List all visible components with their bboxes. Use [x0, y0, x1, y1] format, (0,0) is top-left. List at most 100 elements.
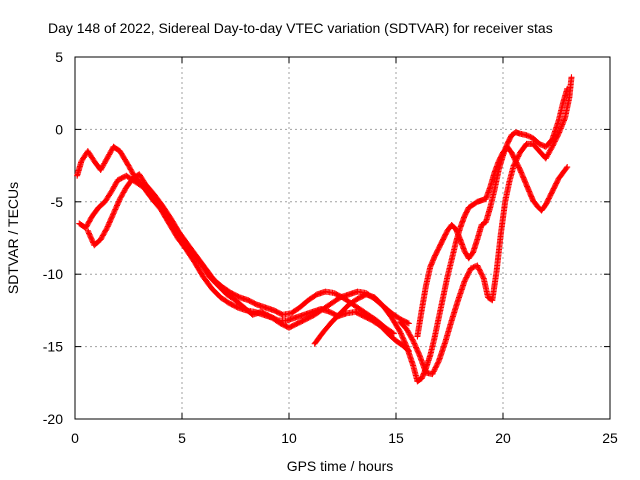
data-point-marker — [105, 152, 112, 159]
data-point-marker — [430, 368, 437, 375]
data-point-marker — [101, 228, 108, 235]
data-point-marker — [538, 142, 545, 149]
data-point-marker — [111, 207, 118, 214]
data-point-marker — [568, 74, 575, 81]
data-point-marker — [544, 152, 551, 159]
data-point-marker — [104, 155, 111, 162]
data-point-marker — [112, 180, 119, 187]
data-point-marker — [411, 340, 418, 347]
data-point-marker — [477, 269, 484, 276]
data-point-marker — [390, 330, 397, 337]
y-tick-label: -20 — [43, 411, 63, 427]
data-point-marker — [403, 342, 410, 349]
data-point-marker — [513, 156, 520, 163]
data-point-marker — [548, 145, 555, 152]
data-point-marker — [399, 333, 406, 340]
data-series — [397, 74, 575, 378]
data-point-marker — [547, 146, 554, 153]
data-point-marker — [474, 262, 481, 269]
data-point-marker — [526, 133, 533, 140]
data-point-marker — [549, 142, 556, 149]
grid — [75, 57, 610, 419]
data-point-marker — [434, 360, 441, 367]
data-point-marker — [465, 269, 472, 276]
data-point-marker — [512, 158, 519, 165]
data-point-marker — [111, 209, 118, 216]
data-point-marker — [119, 190, 126, 197]
data-point-marker — [112, 206, 119, 213]
data-point-marker — [97, 166, 104, 173]
x-tick-label: 25 — [602, 430, 618, 446]
data-point-marker — [103, 156, 110, 163]
data-point-marker — [433, 361, 440, 368]
data-point-marker — [544, 151, 551, 158]
data-point-marker — [88, 235, 95, 242]
data-point-marker — [99, 232, 106, 239]
data-point-marker — [105, 222, 112, 229]
data-point-marker — [478, 270, 485, 277]
data-point-marker — [101, 159, 108, 166]
data-point-marker — [430, 369, 437, 376]
data-point-marker — [474, 263, 481, 270]
data-point-marker — [108, 188, 115, 195]
data-point-marker — [399, 334, 406, 341]
data-point-marker — [83, 223, 90, 230]
data-point-marker — [401, 339, 408, 346]
data-point-marker — [121, 188, 128, 195]
data-point-marker — [129, 169, 136, 176]
data-point-marker — [108, 215, 115, 222]
data-point-marker — [104, 223, 111, 230]
data-point-marker — [86, 217, 93, 224]
y-tick-label: 0 — [55, 121, 63, 137]
data-point-marker — [98, 235, 105, 242]
data-point-marker — [108, 214, 115, 221]
data-point-marker — [114, 202, 121, 209]
data-point-marker — [102, 227, 109, 234]
data-point-marker — [412, 343, 419, 350]
data-point-marker — [101, 160, 108, 167]
data-point-marker — [464, 273, 471, 280]
data-point-marker — [397, 329, 404, 336]
data-point-marker — [107, 216, 114, 223]
y-tick-label: -15 — [43, 339, 63, 355]
data-point-marker — [88, 236, 95, 243]
data-point-marker — [110, 210, 117, 217]
data-point-marker — [462, 275, 469, 282]
y-tick-label: -5 — [51, 194, 64, 210]
data-point-marker — [408, 335, 415, 342]
data-point-marker — [405, 328, 412, 335]
data-point-marker — [400, 337, 407, 344]
x-axis-label: GPS time / hours — [287, 458, 394, 474]
data-point-marker — [118, 193, 125, 200]
data-point-marker — [465, 270, 472, 277]
chart-title: Day 148 of 2022, Sidereal Day-to-day VTE… — [48, 20, 553, 36]
data-point-marker — [515, 152, 522, 159]
data-point-marker — [511, 161, 518, 168]
data-point-marker — [461, 278, 468, 285]
data-point-marker — [410, 337, 417, 344]
data-point-marker — [545, 150, 552, 157]
data-point-marker — [99, 233, 106, 240]
data-point-marker — [549, 143, 556, 150]
data-series — [311, 143, 571, 385]
data-point-marker — [389, 329, 396, 336]
data-point-marker — [110, 184, 117, 191]
x-tick-label: 0 — [71, 430, 79, 446]
data-point-marker — [415, 350, 422, 357]
plot-frame — [74, 56, 611, 420]
data-point-marker — [547, 147, 554, 154]
data-point-marker — [527, 133, 534, 140]
x-tick-label: 10 — [281, 430, 297, 446]
data-point-marker — [466, 268, 473, 275]
data-point-marker — [86, 230, 93, 237]
data-point-marker — [401, 338, 408, 345]
data-point-marker — [128, 167, 135, 174]
data-point-marker — [404, 319, 411, 326]
data-point-marker — [103, 226, 110, 233]
y-axis-label: SDTVAR / TECUs — [5, 182, 21, 294]
axis-ticks — [74, 56, 611, 420]
data-point-marker — [101, 230, 108, 237]
data-point-marker — [432, 364, 439, 371]
data-point-marker — [467, 265, 474, 272]
data-point-marker — [114, 201, 121, 208]
